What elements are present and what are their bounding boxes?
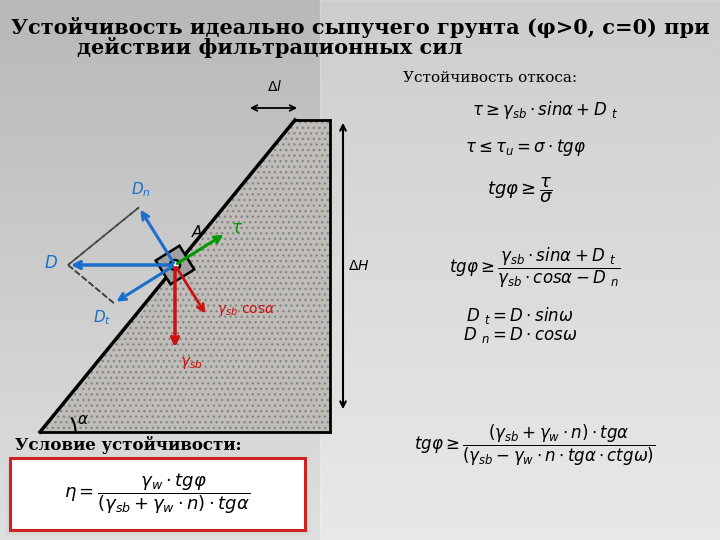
Bar [0,297,720,310]
Bar [0,513,720,526]
Bar [0,405,720,418]
Bar [0,310,720,324]
Polygon shape [156,246,194,284]
Bar [0,108,720,122]
Text: $\tau$: $\tau$ [231,220,243,237]
Text: Устойчивость откоса:: Устойчивость откоса: [403,71,577,85]
Bar [0,270,720,284]
Bar [0,148,720,162]
Bar [0,243,720,256]
Bar [0,500,720,513]
Bar [0,68,720,81]
Bar [0,351,720,364]
Text: $A$: $A$ [191,224,203,240]
Text: $\Delta l$: $\Delta l$ [267,79,283,94]
Text: $D_t$: $D_t$ [93,308,111,327]
Text: $\tau \leq \tau_u = \sigma \cdot tg\varphi$: $\tau \leq \tau_u = \sigma \cdot tg\varp… [464,137,585,158]
Bar [0,432,720,445]
Text: $D_n$: $D_n$ [131,181,151,199]
Bar [0,230,720,243]
Circle shape [170,260,180,270]
Polygon shape [40,120,330,432]
Bar [0,216,720,229]
Text: $\alpha$: $\alpha$ [77,413,89,427]
Bar [0,446,720,459]
Bar [0,256,720,270]
Text: Условие устойчивости:: Условие устойчивости: [15,436,242,454]
Bar [0,526,720,540]
Bar [0,338,720,351]
Text: $\gamma_{sb}$: $\gamma_{sb}$ [180,355,203,371]
Bar [320,0,720,540]
Text: $\tau \geq \gamma_{sb} \cdot sin\alpha + D\ _{t}$: $\tau \geq \gamma_{sb} \cdot sin\alpha +… [472,99,618,121]
Text: $D$: $D$ [44,254,58,272]
Bar [0,176,720,189]
Bar [0,202,720,216]
Bar [0,472,720,486]
Bar [0,0,720,14]
Bar [0,364,720,378]
Bar [0,486,720,500]
Bar [0,392,720,405]
Text: $D\ _n = D \cdot cos\omega$: $D\ _n = D \cdot cos\omega$ [463,325,577,345]
Bar [0,459,720,472]
Bar [0,27,720,40]
Bar [0,81,720,94]
Bar [0,40,720,54]
Text: $tg\varphi \geq \dfrac{\tau}{\sigma}$: $tg\varphi \geq \dfrac{\tau}{\sigma}$ [487,175,553,205]
Bar [0,94,720,108]
Bar [0,14,720,27]
Text: $tg\varphi \geq \dfrac{(\gamma_{sb}+\gamma_w \cdot n) \cdot tg\alpha}{(\gamma_{s: $tg\varphi \geq \dfrac{(\gamma_{sb}+\gam… [414,422,656,468]
Bar [0,135,720,148]
Bar [0,284,720,297]
Text: $\Delta H$: $\Delta H$ [348,259,369,273]
Bar [0,54,720,68]
Bar [0,162,720,176]
Text: действии фильтрационных сил: действии фильтрационных сил [77,37,463,58]
Bar [10,458,305,530]
Bar [0,418,720,432]
Text: $\eta = \dfrac{\gamma_w \cdot tg\varphi}{(\gamma_{sb}+\gamma_w \cdot n) \cdot tg: $\eta = \dfrac{\gamma_w \cdot tg\varphi}… [64,471,250,516]
Text: $D\ _t = D \cdot sin\omega$: $D\ _t = D \cdot sin\omega$ [467,305,574,326]
Text: Устойчивость идеально сыпучего грунта (φ>0, c=0) при: Устойчивость идеально сыпучего грунта (φ… [11,17,709,37]
Bar [0,378,720,392]
Text: $\gamma_{sb}\ \mathrm{cos}\alpha$: $\gamma_{sb}\ \mathrm{cos}\alpha$ [217,303,276,319]
Bar [5,435,310,535]
Bar [0,189,720,202]
Bar [0,122,720,135]
Bar [0,324,720,338]
Text: $tg\varphi \geq \dfrac{\gamma_{sb} \cdot sin\alpha + D\ _t}{\gamma_{sb} \cdot co: $tg\varphi \geq \dfrac{\gamma_{sb} \cdot… [449,246,621,290]
